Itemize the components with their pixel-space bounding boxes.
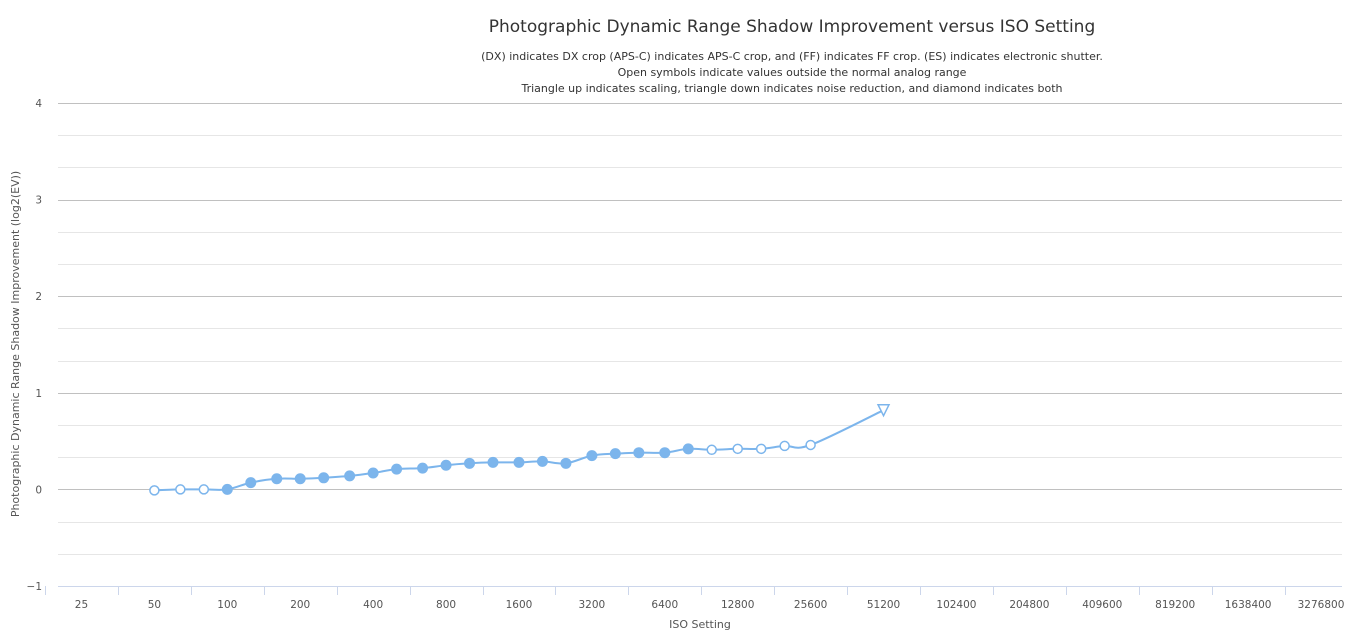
- data-point-open: [198, 484, 210, 495]
- data-point: [271, 473, 283, 485]
- data-point-open: [149, 485, 160, 496]
- data-point: [682, 443, 694, 455]
- y-tick-label: 0: [35, 484, 42, 496]
- data-point-open: [706, 444, 717, 456]
- data-point: [417, 462, 429, 474]
- x-tick-label: 102400: [936, 599, 976, 611]
- y-tick-label: 3: [35, 195, 42, 207]
- chart-title: Photographic Dynamic Range Shadow Improv…: [489, 17, 1096, 37]
- x-tick-label: 3200: [579, 599, 606, 611]
- data-point: [318, 472, 330, 484]
- data-point: [221, 483, 233, 495]
- data-point-open: [779, 440, 790, 452]
- x-tick-label: 819200: [1155, 599, 1195, 611]
- y-tick-label: 4: [35, 98, 42, 110]
- y-axis-ticks: −1 0 1 2 3 4: [27, 98, 43, 593]
- data-point: [586, 450, 598, 462]
- data-point: [487, 456, 499, 468]
- data-point: [633, 447, 645, 459]
- x-tick-label: 1638400: [1225, 599, 1272, 611]
- data-point: [440, 459, 452, 471]
- series-markers: [149, 403, 891, 496]
- x-tick-label: 25: [75, 599, 88, 611]
- data-point: [560, 457, 572, 469]
- grid: [58, 103, 1342, 587]
- data-point-open: [805, 439, 816, 451]
- data-point: [245, 477, 257, 489]
- x-tick-label: 51200: [867, 599, 900, 611]
- x-axis-ticks: 25 50 100 200 400 800 1600 3200 6400 12800 25600 51…: [75, 599, 1345, 611]
- x-tick-label: 25600: [794, 599, 827, 611]
- x-tick-label: 204800: [1009, 599, 1049, 611]
- chart-subtitle-line-3: Triangle up indicates scaling, triangle …: [520, 82, 1062, 95]
- series-line: [154, 409, 884, 492]
- data-point: [367, 467, 379, 479]
- data-point-open: [732, 443, 743, 455]
- y-tick-label: −1: [27, 581, 42, 593]
- data-point: [294, 473, 306, 485]
- data-point-triangle-down: [876, 403, 891, 418]
- x-axis-title: ISO Setting: [669, 618, 731, 631]
- y-axis-title: Photographic Dynamic Range Shadow Improv…: [9, 171, 22, 517]
- x-tick-label: 50: [148, 599, 161, 611]
- data-point: [659, 447, 671, 459]
- x-tick-label: 409600: [1082, 599, 1122, 611]
- chart-subtitle-line-1: (DX) indicates DX crop (APS-C) indicates…: [481, 50, 1103, 63]
- data-point-open: [755, 443, 767, 455]
- x-tick-label: 1600: [506, 599, 533, 611]
- x-tick-label: 3276800: [1298, 599, 1345, 611]
- data-point: [609, 448, 621, 460]
- x-tick-label: 100: [217, 599, 237, 611]
- y-tick-label: 2: [35, 291, 42, 303]
- x-tick-label: 400: [363, 599, 383, 611]
- x-tick-label: 12800: [721, 599, 754, 611]
- chart-subtitle-line-2: Open symbols indicate values outside the…: [618, 66, 967, 79]
- x-tick-label: 800: [436, 599, 456, 611]
- x-tick-label: 200: [290, 599, 310, 611]
- data-point: [536, 455, 548, 467]
- series-line-group: [154, 409, 884, 492]
- data-point-open: [175, 484, 186, 495]
- data-point: [391, 463, 403, 475]
- data-point: [464, 457, 476, 469]
- x-tick-label: 6400: [651, 599, 678, 611]
- x-axis: [45, 586, 1342, 595]
- data-point: [513, 456, 525, 468]
- y-tick-label: 1: [35, 388, 42, 400]
- data-point: [344, 470, 356, 482]
